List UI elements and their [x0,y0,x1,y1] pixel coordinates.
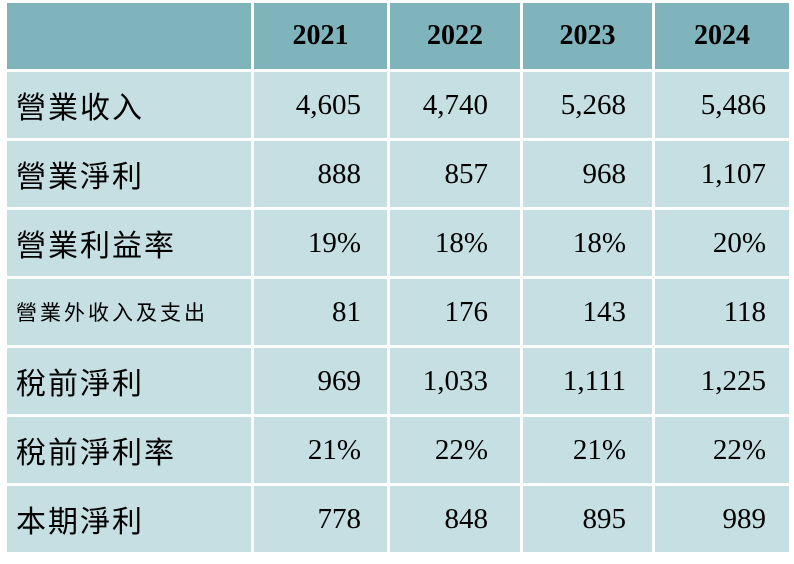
table-cell: 22% [655,417,792,486]
table-cell: 1,111 [523,348,655,417]
financial-table: 2021 2022 2023 2024 營業收入 4,605 4,740 5,2… [7,3,792,555]
table-cell: 989 [655,486,792,555]
table-cell: 895 [523,486,655,555]
table-cell: 176 [390,279,523,348]
table-cell: 857 [390,141,523,210]
row-label-pretax-margin: 稅前淨利率 [7,417,254,486]
table-cell: 81 [254,279,390,348]
table-cell: 22% [390,417,523,486]
table-cell: 969 [254,348,390,417]
row-label-non-operating: 營業外收入及支出 [7,279,254,348]
table-cell: 1,107 [655,141,792,210]
row-label-operating-income: 營業淨利 [7,141,254,210]
table-cell: 4,740 [390,72,523,141]
table-cell: 118 [655,279,792,348]
table-row: 營業收入 4,605 4,740 5,268 5,486 [7,72,792,141]
header-year-2024: 2024 [655,3,792,72]
header-row: 2021 2022 2023 2024 [7,3,792,72]
table-cell: 778 [254,486,390,555]
table-cell: 18% [390,210,523,279]
table-cell: 21% [523,417,655,486]
table-cell: 4,605 [254,72,390,141]
table-row: 營業淨利 888 857 968 1,107 [7,141,792,210]
row-label-net-income: 本期淨利 [7,486,254,555]
table-cell: 888 [254,141,390,210]
table-cell: 5,486 [655,72,792,141]
table-cell: 19% [254,210,390,279]
table-cell: 968 [523,141,655,210]
table-row: 稅前淨利率 21% 22% 21% 22% [7,417,792,486]
header-year-2021: 2021 [254,3,390,72]
table-cell: 848 [390,486,523,555]
table-cell: 18% [523,210,655,279]
table-row: 本期淨利 778 848 895 989 [7,486,792,555]
table-cell: 20% [655,210,792,279]
table-row: 營業利益率 19% 18% 18% 20% [7,210,792,279]
table-row: 稅前淨利 969 1,033 1,111 1,225 [7,348,792,417]
row-label-operating-margin: 營業利益率 [7,210,254,279]
table-cell: 1,033 [390,348,523,417]
table-row: 營業外收入及支出 81 176 143 118 [7,279,792,348]
row-label-operating-revenue: 營業收入 [7,72,254,141]
table-cell: 1,225 [655,348,792,417]
header-year-2022: 2022 [390,3,523,72]
header-year-2023: 2023 [523,3,655,72]
row-label-pretax-income: 稅前淨利 [7,348,254,417]
header-corner-cell [7,3,254,72]
table-cell: 5,268 [523,72,655,141]
table-cell: 21% [254,417,390,486]
table-cell: 143 [523,279,655,348]
